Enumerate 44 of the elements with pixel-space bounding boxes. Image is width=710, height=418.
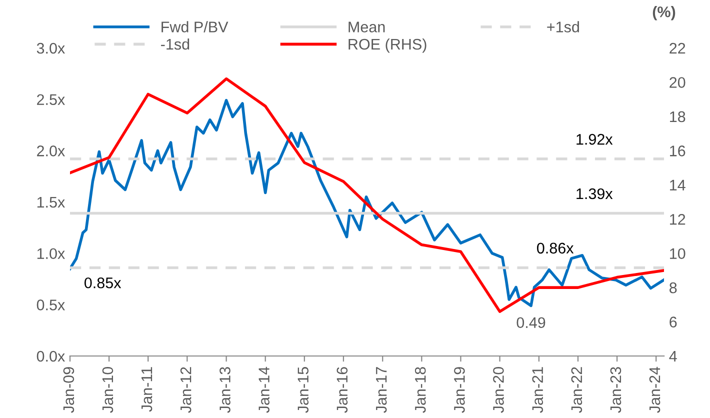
x-tick-label: Jan-11 [142,367,152,412]
annotation: 0.86x [536,242,574,254]
y2-tick-label: 6 [670,316,677,328]
legend-label: +1sd [547,21,579,32]
x-tick-label: Jan-16 [336,367,348,413]
legend-label: Fwd P/BV [162,21,228,32]
y2-axis-title: (%) [652,6,676,20]
x-tick-label: Jan-22 [571,367,582,413]
y-tick-label: 3.0x [36,42,65,54]
annotation: 1.92x [576,134,613,145]
x-tick-label: Jan-17 [376,367,387,413]
x-tick-label: Jan-24 [649,366,660,413]
x-tick-label: Jan-12 [180,367,192,413]
annotation: 0.49 [516,317,546,328]
y2-tick-label: 20 [670,77,686,88]
x-tick-label: Jan-13 [220,367,230,413]
x-tick-label: Jan-14 [258,366,270,413]
y2-tick-label: 10 [670,248,686,260]
annotation: 0.85x [84,277,122,288]
y2-tick-label: 16 [670,146,686,156]
legend-label: Mean [348,22,385,32]
y2-tick-label: 4 [669,351,677,362]
legend-label: -1sd [161,38,190,50]
x-tick-label: Jan-10 [102,367,114,413]
legend-label: ROE (RHS) [348,38,426,53]
y2-tick-label: 18 [670,111,686,122]
x-tick-label: Jan-15 [298,367,309,413]
y-tick-label: 2.0x [37,146,65,156]
y-tick-label: 1.0x [37,248,65,260]
y-tick-label: 0.5x [36,300,65,310]
y2-tick-label: 8 [670,282,677,294]
x-tick-label: Jan-18 [414,367,426,413]
x-tick-label: Jan-23 [610,367,622,413]
y2-tick-label: 12 [670,214,686,225]
x-tick-label: Jan-19 [454,367,465,413]
x-tick-label: Jan-09 [63,367,74,413]
y2-tick-label: 22 [670,42,686,54]
y-tick-label: 2.5x [37,94,65,106]
y-tick-label: 1.5x [37,197,65,208]
annotation: 1.39x [576,188,613,200]
x-tick-label: Jan-20 [493,367,504,413]
y2-tick-label: 14 [670,180,686,190]
x-tick-label: Jan-21 [532,367,544,413]
y-tick-label: 0.0x [36,350,65,362]
